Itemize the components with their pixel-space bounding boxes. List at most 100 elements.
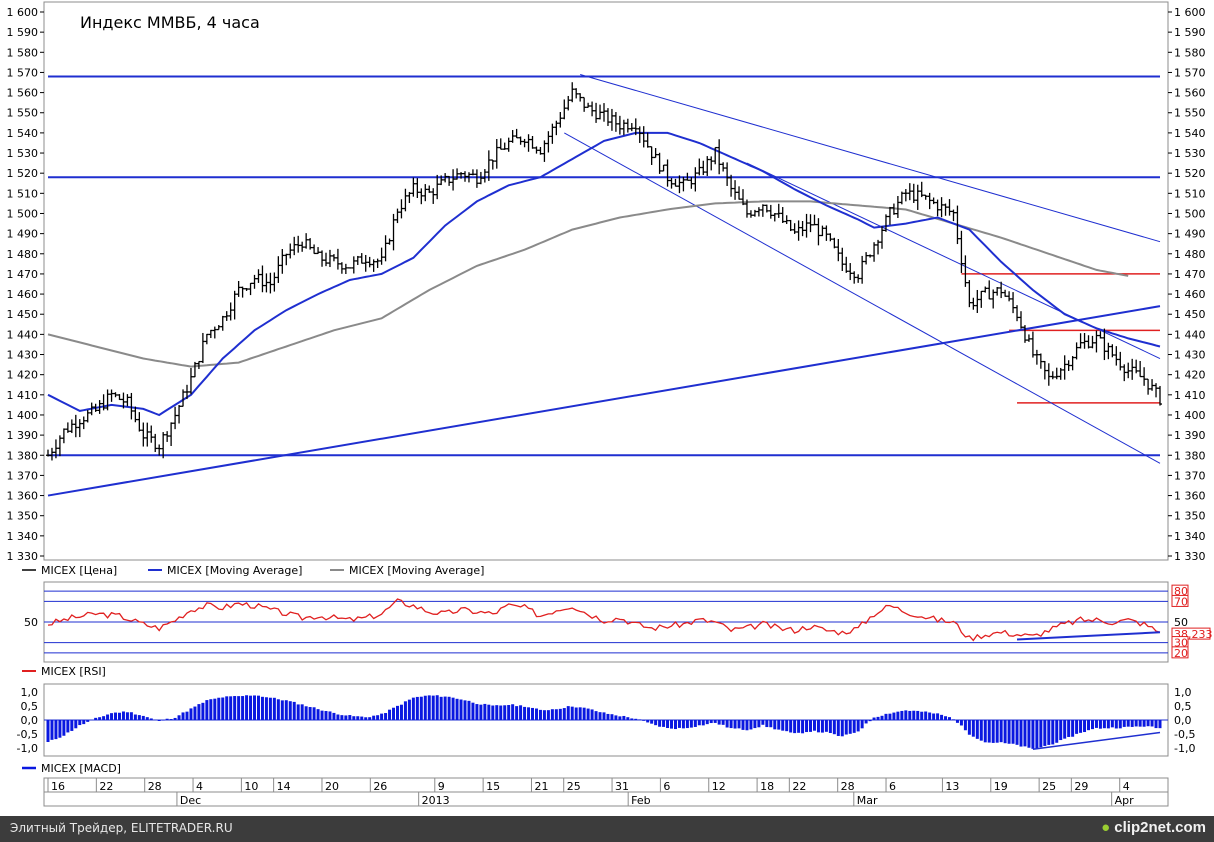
- price-tick-label-left: 1 530: [7, 147, 39, 160]
- price-bar: [244, 288, 249, 291]
- price-bar: [689, 176, 694, 189]
- price-bar: [772, 213, 777, 222]
- price-bar: [1130, 358, 1135, 380]
- price-bar: [804, 213, 809, 238]
- price-bar: [145, 422, 150, 447]
- price-bar: [574, 88, 579, 99]
- price-tick-label-left: 1 400: [7, 409, 39, 422]
- price-bar: [1122, 364, 1127, 382]
- price-bar: [899, 191, 904, 205]
- ma-fast-line: [47, 131, 1161, 417]
- price-bar: [89, 402, 94, 416]
- trend-line: [580, 73, 1161, 243]
- price-bar: [661, 164, 666, 172]
- price-bar: [915, 184, 920, 210]
- rsi-label-box: [1171, 627, 1211, 640]
- price-bar: [1042, 360, 1047, 380]
- price-bar: [721, 162, 726, 172]
- rsi-label-50: 50: [24, 616, 38, 629]
- price-bar: [1054, 367, 1059, 380]
- price-bar: [534, 146, 539, 154]
- macd-histogram: [46, 695, 1162, 750]
- date-tick-label: 25: [567, 780, 581, 793]
- price-bar: [316, 247, 321, 255]
- date-tick-label: 12: [712, 780, 726, 793]
- price-bar: [796, 220, 801, 241]
- date-tick-label: 4: [196, 780, 203, 793]
- price-bar: [1019, 311, 1023, 329]
- price-bar: [1106, 342, 1111, 360]
- price-bar: [852, 271, 857, 284]
- price-tick-label-left: 1 600: [7, 6, 39, 19]
- price-bar: [177, 405, 182, 424]
- macd-tick-label-right: 1,0: [1174, 686, 1192, 699]
- rsi-label: 50: [1174, 616, 1188, 629]
- month-tick-label: Dec: [180, 794, 201, 807]
- price-bar: [1150, 379, 1155, 391]
- price-bar: [498, 138, 503, 150]
- price-bar: [375, 258, 380, 269]
- price-tick-label-left: 1 590: [7, 26, 39, 39]
- rsi-label-box: [1171, 646, 1189, 659]
- price-bar: [443, 173, 448, 183]
- price-bar: [53, 439, 58, 459]
- price-bar: [121, 392, 126, 409]
- price-bar: [256, 269, 261, 283]
- price-bar: [93, 403, 98, 412]
- price-bar: [276, 256, 281, 283]
- price-bar: [812, 214, 817, 226]
- price-bar: [1094, 330, 1099, 353]
- price-bar: [482, 169, 487, 183]
- price-tick-label-right: 1 350: [1174, 510, 1206, 523]
- price-bar: [129, 392, 134, 420]
- price-bar: [268, 272, 273, 294]
- price-bar: [558, 112, 563, 128]
- price-bar: [590, 101, 595, 117]
- price-bar: [312, 244, 317, 255]
- price-bar: [280, 249, 285, 274]
- macd-tick-label-right: -1,0: [1174, 742, 1195, 755]
- macd-axis: 1,0 1,00,5 0,50,0 0,0-0,5 -0,5-1,0 -1,0: [17, 686, 1196, 755]
- price-bar: [288, 243, 293, 259]
- price-bar: [1110, 344, 1115, 358]
- price-bar: [216, 325, 221, 331]
- date-tick-label: 4: [1123, 780, 1130, 793]
- price-bar: [840, 247, 845, 272]
- macd-tick-label-right: 0,5: [1174, 700, 1192, 713]
- price-bar: [165, 431, 170, 442]
- date-tick-label: 10: [244, 780, 258, 793]
- price-bar: [260, 265, 265, 293]
- price-bar: [200, 332, 205, 364]
- price-bar: [709, 156, 714, 171]
- price-bar: [236, 280, 241, 297]
- price-bar: [371, 259, 376, 272]
- price-bar: [602, 103, 606, 122]
- price-bar: [1126, 362, 1131, 379]
- price-bar: [351, 256, 356, 274]
- price-bar: [800, 220, 805, 237]
- rsi-levels: [44, 590, 1168, 654]
- price-bar: [188, 367, 193, 395]
- price-bar: [81, 416, 86, 430]
- price-bar: [1066, 360, 1071, 371]
- price-bar: [780, 207, 785, 224]
- price-tick-label-left: 1 570: [7, 66, 39, 79]
- price-bar: [1086, 335, 1091, 349]
- price-bar: [868, 254, 873, 258]
- price-bar: [367, 256, 372, 268]
- price-bar: [510, 130, 515, 143]
- price-bar: [502, 142, 507, 150]
- price-bar: [784, 215, 789, 225]
- price-bar: [391, 213, 396, 251]
- price-legend: MICEX [Цена] MICEX [Moving Average] MICE…: [22, 564, 484, 577]
- price-bar: [923, 194, 928, 200]
- rsi-label-box: [1171, 594, 1189, 607]
- price-bar: [284, 253, 289, 266]
- price-bar: [927, 192, 932, 210]
- date-tick-label: 9: [438, 780, 445, 793]
- price-bar: [169, 422, 174, 447]
- price-bar: [451, 169, 456, 191]
- price-bar: [613, 112, 618, 132]
- price-tick-label-left: 1 410: [7, 389, 39, 402]
